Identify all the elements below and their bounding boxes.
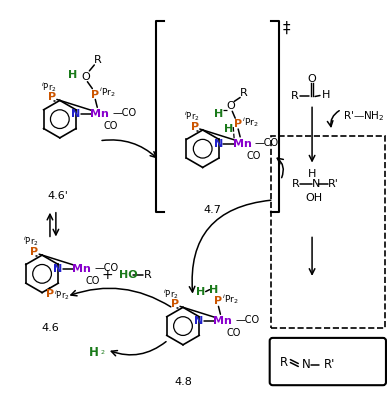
Text: R: R: [290, 92, 298, 101]
Text: R': R': [344, 111, 354, 121]
Text: 4.6: 4.6: [41, 323, 59, 333]
Text: P: P: [91, 90, 99, 99]
Bar: [271, 136, 385, 328]
Text: O: O: [308, 74, 316, 84]
Text: $^i$Pr$_2$: $^i$Pr$_2$: [242, 115, 259, 129]
Text: P: P: [48, 92, 56, 103]
Text: ‡: ‡: [283, 20, 290, 36]
Text: +: +: [101, 268, 113, 282]
Text: Mn: Mn: [233, 139, 252, 149]
Text: —CO: —CO: [112, 108, 136, 118]
Text: $^i$Pr$_2$: $^i$Pr$_2$: [163, 286, 179, 301]
Text: CO: CO: [226, 328, 241, 338]
Text: CO: CO: [103, 121, 118, 131]
Text: 4.8: 4.8: [174, 377, 192, 387]
Text: R': R': [328, 179, 339, 189]
Text: R: R: [280, 356, 289, 369]
Text: N: N: [302, 358, 310, 371]
Text: R: R: [93, 55, 101, 65]
Text: P: P: [30, 247, 38, 257]
Text: Mn: Mn: [213, 316, 232, 326]
Text: $^i$Pr$_2$: $^i$Pr$_2$: [184, 109, 200, 123]
Text: R: R: [292, 179, 300, 189]
Text: $^i$Pr$_2$: $^i$Pr$_2$: [222, 292, 239, 307]
Text: $^i$Pr$_2$: $^i$Pr$_2$: [24, 234, 39, 248]
Text: OH: OH: [305, 193, 322, 203]
Text: H: H: [214, 109, 223, 119]
Text: —CO: —CO: [94, 263, 118, 273]
Text: N: N: [71, 109, 80, 119]
Text: —CO: —CO: [255, 138, 279, 148]
Text: HO: HO: [119, 270, 138, 280]
Text: N: N: [312, 179, 320, 189]
Text: R': R': [324, 358, 335, 371]
Text: O: O: [81, 72, 90, 82]
Text: CO: CO: [85, 276, 100, 286]
Text: 4.6': 4.6': [47, 191, 68, 201]
FancyBboxPatch shape: [270, 338, 386, 385]
Text: R: R: [143, 270, 151, 280]
Text: O: O: [226, 101, 235, 111]
Text: N: N: [53, 264, 62, 274]
Text: $^i$Pr$_2$: $^i$Pr$_2$: [41, 80, 57, 94]
Text: P: P: [191, 122, 199, 132]
Text: H: H: [209, 285, 218, 295]
Text: H: H: [68, 70, 77, 80]
Text: —NH$_2$: —NH$_2$: [354, 109, 385, 123]
Text: H: H: [308, 169, 316, 179]
Text: $_2$: $_2$: [100, 348, 106, 357]
Text: P: P: [234, 119, 242, 129]
Text: $^i$Pr$_2$: $^i$Pr$_2$: [54, 288, 70, 303]
Text: Mn: Mn: [90, 109, 109, 119]
Text: P: P: [214, 296, 223, 307]
Text: P: P: [171, 299, 179, 309]
Text: H: H: [322, 90, 330, 99]
Text: Mn: Mn: [72, 264, 91, 274]
Text: N: N: [214, 139, 223, 149]
Text: $^i$Pr$_2$: $^i$Pr$_2$: [99, 86, 116, 99]
Text: R: R: [240, 88, 248, 97]
Text: P: P: [46, 288, 54, 299]
Text: CO: CO: [246, 151, 260, 161]
Text: H: H: [89, 346, 99, 359]
Text: H: H: [196, 286, 205, 297]
Text: N: N: [194, 316, 203, 326]
Text: —CO: —CO: [235, 315, 260, 325]
Text: 4.7: 4.7: [203, 205, 221, 215]
Text: H: H: [224, 124, 233, 134]
